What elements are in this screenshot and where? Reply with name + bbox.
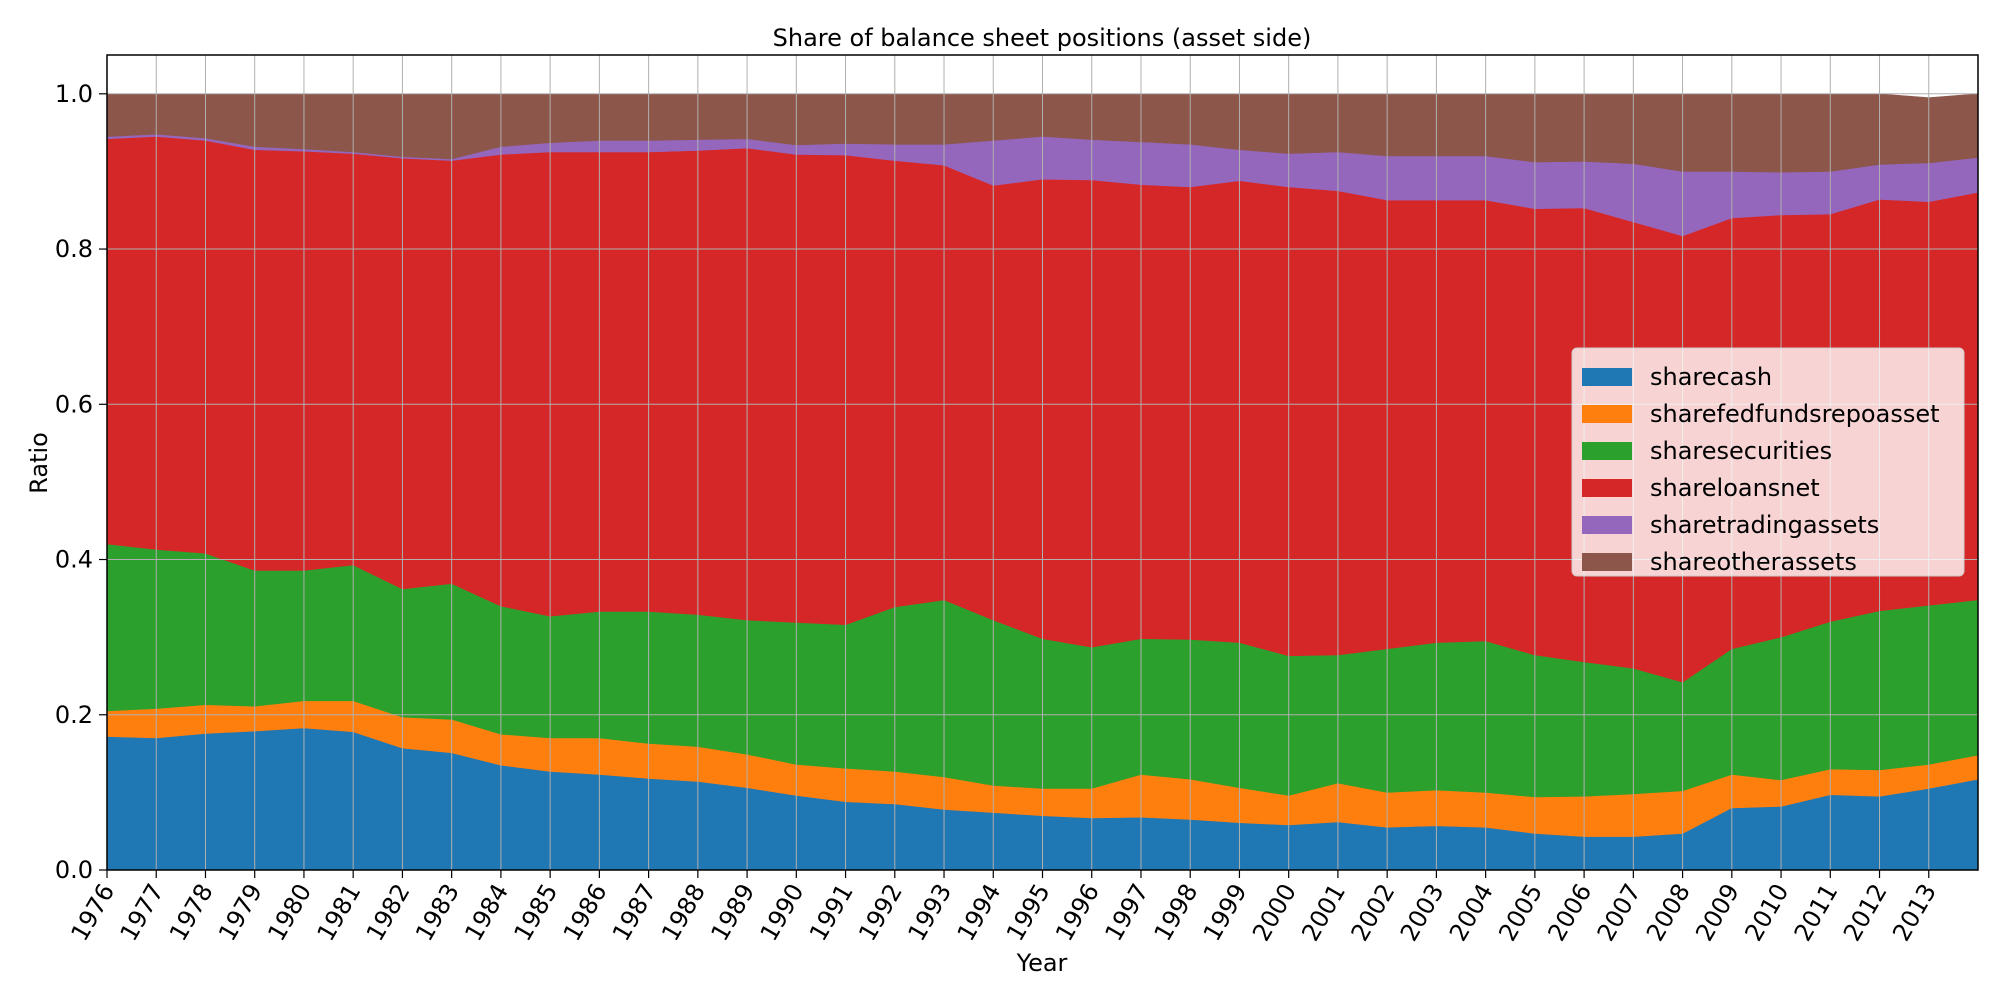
x-tick-label: 1986	[558, 879, 613, 946]
x-tick-label: 2005	[1493, 879, 1548, 946]
x-tick-label: 2009	[1690, 879, 1745, 946]
x-tick-label: 1994	[952, 879, 1007, 946]
legend-label-shareloansnet: shareloansnet	[1650, 474, 1820, 502]
x-tick-label: 1993	[902, 879, 957, 946]
x-tick-label: 2013	[1887, 879, 1942, 946]
x-tick-label: 1989	[706, 879, 761, 946]
legend-swatch-sharefedfundsrepoasset	[1582, 405, 1632, 423]
x-tick-label: 2006	[1543, 879, 1598, 946]
legend-box	[1571, 347, 1965, 577]
x-tick-label: 1982	[361, 879, 416, 946]
x-tick-label: 2004	[1444, 879, 1499, 946]
y-axis: 0.0 0.2 0.4 0.6 0.8 1.0	[55, 80, 107, 884]
x-tick-label: 1988	[656, 879, 711, 946]
legend-swatch-sharesecurities	[1582, 442, 1632, 460]
y-axis-label: Ratio	[25, 432, 53, 494]
legend-swatch-shareotherassets	[1582, 553, 1632, 571]
legend-label-sharetradingassets: sharetradingassets	[1650, 511, 1879, 539]
legend-label-shareotherassets: shareotherassets	[1650, 548, 1857, 576]
x-tick-label: 1976	[65, 879, 120, 946]
x-tick-label: 2001	[1296, 879, 1351, 946]
y-tick-label: 0.4	[55, 546, 93, 574]
x-tick-label: 2007	[1592, 879, 1647, 946]
y-tick-label: 1.0	[55, 80, 93, 108]
x-tick-label: 1983	[410, 879, 465, 946]
y-tick-label: 0.6	[55, 390, 93, 418]
x-tick-label: 1996	[1050, 879, 1105, 946]
legend-swatch-sharecash	[1582, 368, 1632, 386]
legend-label-sharesecurities: sharesecurities	[1650, 437, 1832, 465]
x-tick-label: 1984	[459, 879, 514, 946]
grid-layer	[106, 55, 1978, 871]
legend: sharecash sharefedfundsrepoasset sharesecu…	[1571, 347, 1965, 577]
x-axis: 1976197719781979198019811982198319841985…	[65, 870, 1942, 946]
x-tick-label: 2000	[1247, 879, 1302, 946]
y-tick-label: 0.0	[55, 856, 93, 884]
x-tick-label: 1980	[262, 879, 317, 946]
x-tick-label: 2010	[1740, 879, 1795, 946]
x-tick-label: 1987	[607, 879, 662, 946]
legend-swatch-shareloansnet	[1582, 479, 1632, 497]
x-tick-label: 2002	[1346, 879, 1401, 946]
x-tick-label: 1997	[1099, 879, 1154, 946]
x-tick-label: 2012	[1838, 879, 1893, 946]
y-tick-label: 0.2	[55, 701, 93, 729]
x-tick-label: 2011	[1789, 879, 1844, 946]
x-tick-label: 1978	[164, 879, 219, 946]
chart-title: Share of balance sheet positions (asset …	[773, 24, 1312, 52]
x-tick-label: 1979	[213, 879, 268, 946]
x-tick-label: 1990	[755, 879, 810, 946]
x-tick-label: 1981	[312, 879, 367, 946]
x-tick-label: 1977	[115, 879, 170, 946]
x-tick-label: 1992	[853, 879, 908, 946]
x-tick-label: 1991	[804, 879, 859, 946]
x-tick-label: 1998	[1149, 879, 1204, 946]
legend-label-sharecash: sharecash	[1650, 363, 1772, 391]
x-tick-label: 1999	[1198, 879, 1253, 946]
legend-swatch-sharetradingassets	[1582, 516, 1632, 534]
x-tick-label: 2003	[1395, 879, 1450, 946]
x-tick-label: 1985	[509, 879, 564, 946]
y-tick-label: 0.8	[55, 235, 93, 263]
legend-label-sharefedfundsrepoasset: sharefedfundsrepoasset	[1650, 400, 1940, 428]
x-tick-label: 2008	[1641, 879, 1696, 946]
x-tick-label: 1995	[1001, 879, 1056, 946]
x-axis-label: Year	[1016, 949, 1068, 977]
